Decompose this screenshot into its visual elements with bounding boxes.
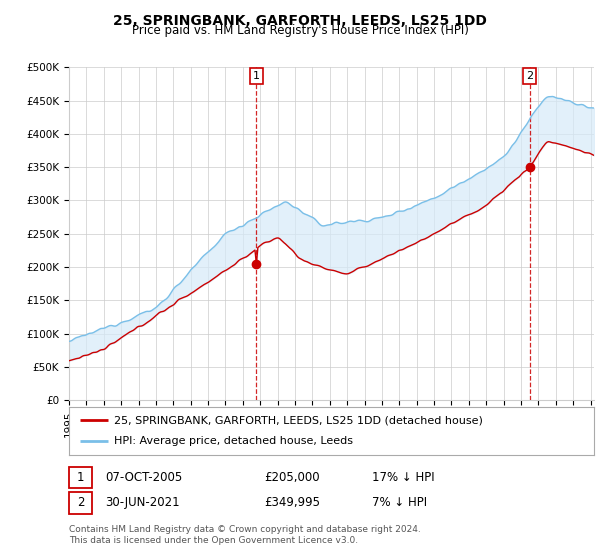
- Text: £349,995: £349,995: [264, 496, 320, 510]
- Text: HPI: Average price, detached house, Leeds: HPI: Average price, detached house, Leed…: [113, 436, 353, 446]
- Text: 07-OCT-2005: 07-OCT-2005: [105, 471, 182, 484]
- Text: 17% ↓ HPI: 17% ↓ HPI: [372, 471, 434, 484]
- Text: 7% ↓ HPI: 7% ↓ HPI: [372, 496, 427, 510]
- Text: 25, SPRINGBANK, GARFORTH, LEEDS, LS25 1DD (detached house): 25, SPRINGBANK, GARFORTH, LEEDS, LS25 1D…: [113, 416, 482, 426]
- Text: 2: 2: [77, 496, 84, 510]
- Text: 2: 2: [526, 71, 533, 81]
- Text: 1: 1: [253, 71, 260, 81]
- Text: 30-JUN-2021: 30-JUN-2021: [105, 496, 179, 510]
- Text: 25, SPRINGBANK, GARFORTH, LEEDS, LS25 1DD: 25, SPRINGBANK, GARFORTH, LEEDS, LS25 1D…: [113, 14, 487, 28]
- Text: Contains HM Land Registry data © Crown copyright and database right 2024.
This d: Contains HM Land Registry data © Crown c…: [69, 525, 421, 545]
- Text: 1: 1: [77, 471, 84, 484]
- Text: £205,000: £205,000: [264, 471, 320, 484]
- Text: Price paid vs. HM Land Registry's House Price Index (HPI): Price paid vs. HM Land Registry's House …: [131, 24, 469, 37]
